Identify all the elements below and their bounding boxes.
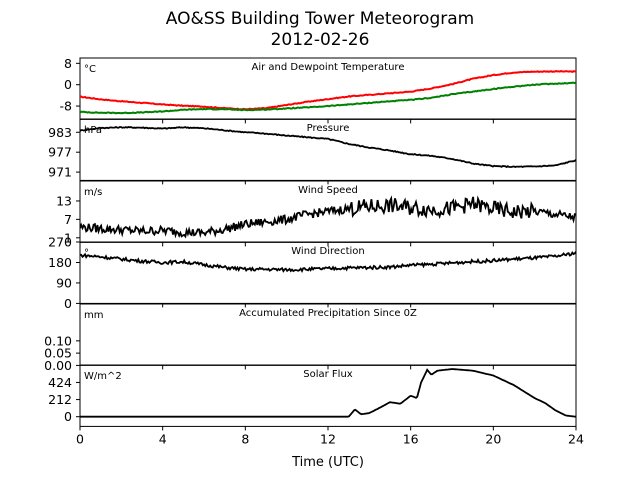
panel-unit: mm [84,310,103,321]
y-tick-label: 90 [56,275,72,290]
y-tick-label: 0.05 [44,346,72,361]
y-tick-label: 1 [64,230,72,245]
panel-unit: hPa [84,125,102,136]
panel-title: Accumulated Precipitation Since 0Z [239,308,417,319]
panel-2: 983 977 971 hPa Pressure [48,118,577,185]
x-tick-label: 8 [241,431,249,446]
panel-unit: m/s [84,187,102,198]
series-line [80,368,576,418]
x-tick-label: 16 [403,431,419,446]
y-tick-label: 270 [48,235,72,250]
y-tick-label: 983 [48,125,72,140]
panel-5: 0.100.050.00 mm Accumulated Precipitation … [44,303,577,373]
y-tick-label: -8 [60,99,73,114]
y-tick-label: 971 [48,165,72,180]
y-tick-label: 0 [64,77,72,92]
x-tick-label: 12 [320,431,336,446]
y-tick-label: 424 [48,375,72,390]
x-tick-label: 20 [485,431,501,446]
y-tick-label: 13 [56,193,72,208]
panel-title: Wind Speed [298,185,358,196]
panel-title: Wind Direction [291,246,365,257]
y-tick-label: 212 [48,392,72,407]
series-line [80,250,576,273]
series-line [80,69,576,111]
panels: 8 0 -8 °C Air and Dewpoint Temperature 983 977… [44,56,577,431]
figure-date: 2012-02-26 [271,30,370,50]
y-tick-label: 8 [64,56,72,71]
x-tick-label: 24 [568,431,584,446]
panel-title: Air and Dewpoint Temperature [252,62,405,73]
panel-3: 13 7 1 m/s Wind Speed [56,180,577,247]
x-tick-label: 0 [76,431,84,446]
figure-title: AO&SS Building Tower Meteorogram [166,9,474,29]
x-tick-label: 4 [159,431,167,446]
panel-1: 8 0 -8 °C Air and Dewpoint Temperature [60,56,577,124]
y-tick-label: 0 [64,296,72,311]
series-line [80,81,576,115]
y-tick-label: 7 [64,212,72,227]
y-tick-label: 977 [48,145,72,160]
series-line [80,126,576,169]
panel-4: 270 180 90 0 ° Wind Direction [48,235,577,311]
panel-unit: ° [84,248,89,259]
y-tick-label: 0.10 [44,333,72,348]
panel-title: Solar Flux [303,369,353,380]
panel-title: Pressure [307,123,350,134]
x-axis: 0 4 8 12 16 20 24 [76,431,584,446]
y-tick-label: 0 [64,409,72,424]
panel-unit: °C [84,64,96,75]
series-line [80,195,576,239]
panel-unit: W/m^2 [84,371,122,382]
x-axis-label: Time (UTC) [291,455,364,470]
y-tick-label: 180 [48,255,72,270]
panel-6: 424 212 0 W/m^2 Solar Flux [48,364,577,431]
y-tick-label: 0.00 [44,358,72,373]
